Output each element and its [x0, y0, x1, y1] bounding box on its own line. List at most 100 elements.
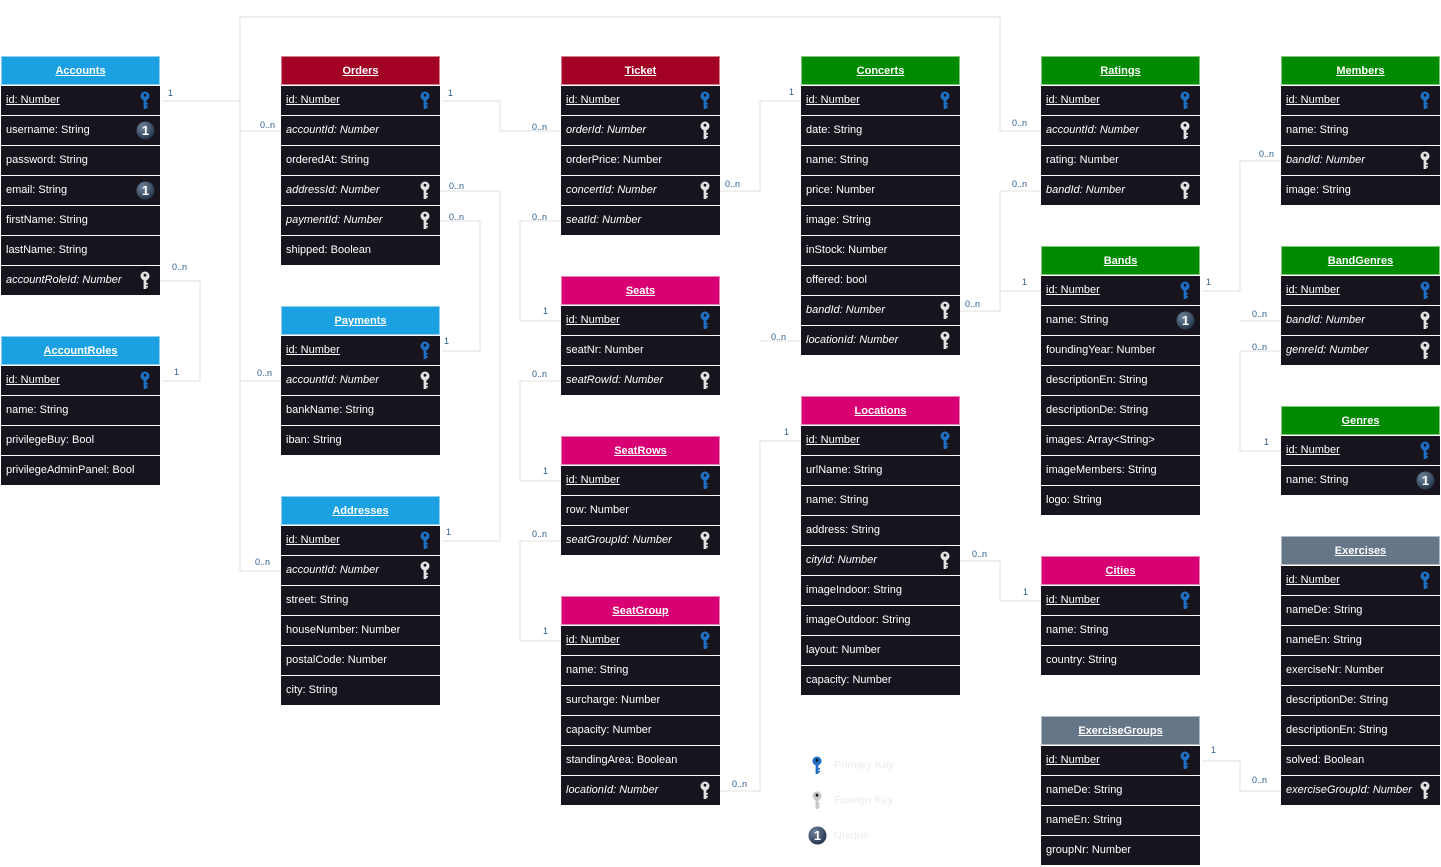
- entity-seats[interactable]: Seats id: Number seatNr: Number seatRowId: …: [561, 276, 720, 395]
- attribute-row[interactable]: id: Number: [801, 426, 960, 455]
- entity-ticket[interactable]: Ticket id: Number orderId: Number orderPric…: [561, 56, 720, 235]
- attribute-row[interactable]: surcharge: Number: [561, 686, 720, 715]
- attribute-row[interactable]: row: Number: [561, 496, 720, 525]
- entity-title[interactable]: SeatRows: [561, 436, 720, 465]
- attribute-row[interactable]: image: String: [1281, 176, 1440, 205]
- attribute-row[interactable]: date: String: [801, 116, 960, 145]
- attribute-row[interactable]: name: String: [801, 146, 960, 175]
- entity-seatgroup[interactable]: SeatGroup id: Number name: String surcharge…: [561, 596, 720, 805]
- entity-title[interactable]: Accounts: [1, 56, 160, 85]
- attribute-row[interactable]: id: Number: [1041, 86, 1200, 115]
- relationship-connector[interactable]: [519, 220, 560, 322]
- attribute-row[interactable]: accountId: Number: [1041, 116, 1200, 145]
- attribute-row[interactable]: urlName: String: [801, 456, 960, 485]
- attribute-row[interactable]: name: String: [1281, 116, 1440, 145]
- attribute-row[interactable]: orderId: Number: [561, 116, 720, 145]
- attribute-row[interactable]: id: Number: [1041, 276, 1200, 305]
- entity-title[interactable]: Ticket: [561, 56, 720, 85]
- entity-title[interactable]: ExerciseGroups: [1041, 716, 1200, 745]
- attribute-row[interactable]: seatId: Number: [561, 206, 720, 235]
- attribute-row[interactable]: id: Number: [1041, 746, 1200, 775]
- attribute-row[interactable]: inStock: Number: [801, 236, 960, 265]
- attribute-row[interactable]: nameDe: String: [1041, 776, 1200, 805]
- relationship-connector[interactable]: [239, 381, 280, 572]
- attribute-row[interactable]: firstName: String: [1, 206, 160, 235]
- attribute-row[interactable]: logo: String: [1041, 486, 1200, 515]
- attribute-row[interactable]: id: Number: [561, 626, 720, 655]
- entity-title[interactable]: BandGenres: [1281, 246, 1440, 275]
- attribute-row[interactable]: exerciseGroupId: Number: [1281, 776, 1440, 805]
- attribute-row[interactable]: descriptionEn: String: [1281, 716, 1440, 745]
- relationship-connector[interactable]: [442, 100, 560, 132]
- entity-exercises[interactable]: Exercises id: Number nameDe: String nameEn:…: [1281, 536, 1440, 805]
- attribute-row[interactable]: nameEn: String: [1041, 806, 1200, 835]
- entity-title[interactable]: Bands: [1041, 246, 1200, 275]
- attribute-row[interactable]: id: Number: [1, 366, 160, 395]
- relationship-connector[interactable]: [440, 220, 481, 352]
- attribute-row[interactable]: shipped: Boolean: [281, 236, 440, 265]
- entity-title[interactable]: Ratings: [1041, 56, 1200, 85]
- attribute-row[interactable]: name: String 1: [1281, 466, 1440, 495]
- attribute-row[interactable]: privilegeBuy: Bool: [1, 426, 160, 455]
- attribute-row[interactable]: accountId: Number: [281, 366, 440, 395]
- entity-title[interactable]: Exercises: [1281, 536, 1440, 565]
- entity-title[interactable]: Members: [1281, 56, 1440, 85]
- attribute-row[interactable]: id: Number: [1281, 86, 1440, 115]
- attribute-row[interactable]: offered: bool: [801, 266, 960, 295]
- attribute-row[interactable]: price: Number: [801, 176, 960, 205]
- attribute-row[interactable]: id: Number: [561, 466, 720, 495]
- attribute-row[interactable]: name: String: [1041, 616, 1200, 645]
- relationship-connector[interactable]: [1202, 760, 1280, 792]
- attribute-row[interactable]: layout: Number: [801, 636, 960, 665]
- attribute-row[interactable]: orderedAt: String: [281, 146, 440, 175]
- attribute-row[interactable]: locationId: Number: [561, 776, 720, 805]
- attribute-row[interactable]: capacity: Number: [561, 716, 720, 745]
- attribute-row[interactable]: privilegeAdminPanel: Bool: [1, 456, 160, 485]
- entity-members[interactable]: Members id: Number name: String bandId: Num…: [1281, 56, 1440, 205]
- entity-payments[interactable]: Payments id: Number accountId: Number bankN…: [281, 306, 440, 455]
- relationship-connector[interactable]: [720, 440, 800, 792]
- attribute-row[interactable]: descriptionEn: String: [1041, 366, 1200, 395]
- attribute-row[interactable]: iban: String: [281, 426, 440, 455]
- attribute-row[interactable]: seatRowId: Number: [561, 366, 720, 395]
- attribute-row[interactable]: city: String: [281, 676, 440, 705]
- attribute-row[interactable]: groupNr: Number: [1041, 836, 1200, 865]
- attribute-row[interactable]: concertId: Number: [561, 176, 720, 205]
- relationship-connector[interactable]: [519, 540, 560, 642]
- attribute-row[interactable]: houseNumber: Number: [281, 616, 440, 645]
- relationship-connector[interactable]: [960, 290, 1040, 312]
- attribute-row[interactable]: bandId: Number: [1281, 306, 1440, 335]
- attribute-row[interactable]: paymentId: Number: [281, 206, 440, 235]
- entity-title[interactable]: SeatGroup: [561, 596, 720, 625]
- attribute-row[interactable]: id: Number: [1281, 566, 1440, 595]
- attribute-row[interactable]: orderPrice: Number: [561, 146, 720, 175]
- attribute-row[interactable]: id: Number: [281, 336, 440, 365]
- attribute-row[interactable]: addressId: Number: [281, 176, 440, 205]
- attribute-row[interactable]: id: Number: [1, 86, 160, 115]
- entity-ratings[interactable]: Ratings id: Number accountId: Number rating…: [1041, 56, 1200, 205]
- attribute-row[interactable]: bankName: String: [281, 396, 440, 425]
- attribute-row[interactable]: seatGroupId: Number: [561, 526, 720, 555]
- attribute-row[interactable]: imageIndoor: String: [801, 576, 960, 605]
- attribute-row[interactable]: username: String 1: [1, 116, 160, 145]
- attribute-row[interactable]: id: Number: [561, 306, 720, 335]
- entity-bands[interactable]: Bands id: Number name: String 1 foundingYear…: [1041, 246, 1200, 515]
- attribute-row[interactable]: accountId: Number: [281, 556, 440, 585]
- relationship-connector[interactable]: [440, 190, 501, 542]
- entity-title[interactable]: Genres: [1281, 406, 1440, 435]
- attribute-row[interactable]: solved: Boolean: [1281, 746, 1440, 775]
- entity-bandgenres[interactable]: BandGenres id: Number bandId: Number genreI…: [1281, 246, 1440, 365]
- entity-cities[interactable]: Cities id: Number name: String country: Str…: [1041, 556, 1200, 675]
- entity-title[interactable]: Seats: [561, 276, 720, 305]
- entity-concerts[interactable]: Concerts id: Number date: String name: Stri…: [801, 56, 960, 355]
- attribute-row[interactable]: imageMembers: String: [1041, 456, 1200, 485]
- attribute-row[interactable]: cityId: Number: [801, 546, 960, 575]
- relationship-connector[interactable]: [160, 280, 201, 382]
- attribute-row[interactable]: locationId: Number: [801, 326, 960, 355]
- attribute-row[interactable]: name: String: [801, 486, 960, 515]
- attribute-row[interactable]: postalCode: Number: [281, 646, 440, 675]
- relationship-connector[interactable]: [239, 16, 1040, 132]
- attribute-row[interactable]: accountId: Number: [281, 116, 440, 145]
- attribute-row[interactable]: nameDe: String: [1281, 596, 1440, 625]
- entity-title[interactable]: Locations: [801, 396, 960, 425]
